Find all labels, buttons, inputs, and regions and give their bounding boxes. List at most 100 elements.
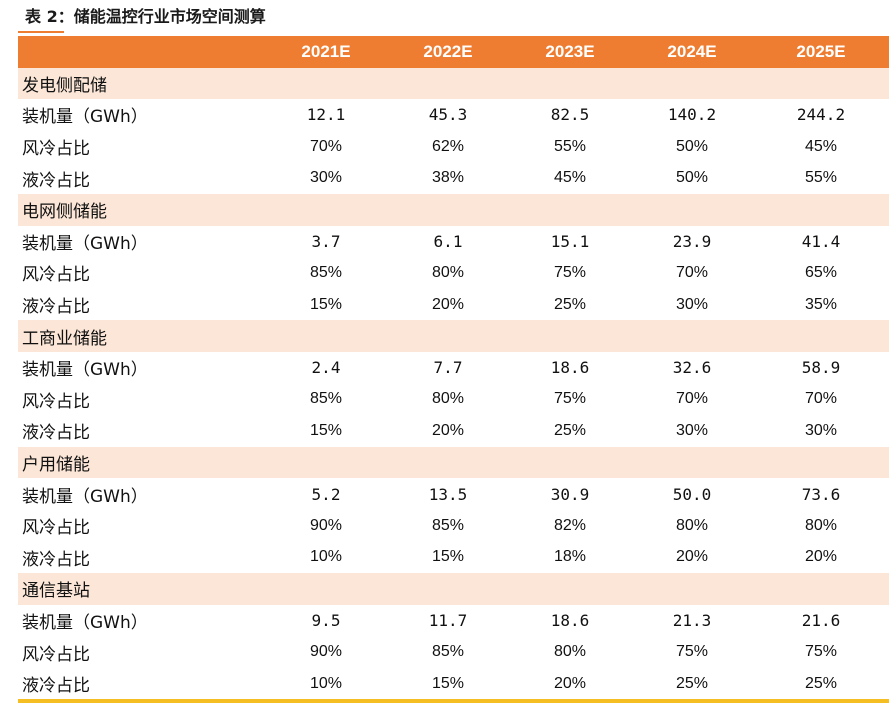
table-row: 液冷占比 30% 38% 45% 50% 55% (18, 162, 889, 194)
value-cell: 18.6 (550, 610, 590, 630)
value-cell: 80% (553, 643, 587, 661)
header-label-cell (18, 36, 265, 68)
row-label: 液冷占比 (22, 423, 90, 444)
value-cell: 20% (804, 548, 838, 566)
value-cell: 55% (804, 169, 838, 187)
value-cell: 7.7 (433, 358, 463, 378)
row-label: 风冷占比 (22, 518, 90, 539)
value-cell: 65% (804, 263, 838, 281)
table-caption: 表 2：储能温控行业市场空间测算 (25, 7, 266, 26)
row-label: 装机量（GWh） (22, 360, 148, 381)
table-row: 液冷占比 15% 20% 25% 30% 30% (18, 415, 889, 447)
value-cell: 70% (675, 263, 709, 281)
value-cell: 6.1 (433, 231, 463, 251)
value-cell: 25% (553, 295, 587, 313)
value-cell: 75% (804, 643, 838, 661)
row-label: 风冷占比 (22, 644, 90, 665)
table-row: 风冷占比 90% 85% 82% 80% 80% (18, 510, 889, 542)
value-cell: 18% (553, 548, 587, 566)
row-label: 液冷占比 (22, 549, 90, 570)
value-cell: 73.6 (801, 484, 841, 504)
table-bottom-rule (18, 699, 889, 703)
value-cell: 50% (675, 169, 709, 187)
value-cell: 70% (804, 390, 838, 408)
category-label: 户用储能 (18, 446, 889, 479)
row-label: 液冷占比 (22, 170, 90, 191)
value-cell: 32.6 (672, 358, 712, 378)
value-cell: 38% (431, 169, 465, 187)
value-cell: 82.5 (550, 105, 590, 125)
value-cell: 45% (804, 137, 838, 155)
value-cell: 30% (675, 421, 709, 439)
value-cell: 55% (553, 137, 587, 155)
column-header: 2023E (509, 36, 631, 68)
category-label: 工商业储能 (18, 320, 889, 352)
value-cell: 18.6 (550, 358, 590, 378)
caption-underline (18, 31, 64, 33)
value-cell: 80% (431, 390, 465, 408)
value-cell: 45% (553, 169, 587, 187)
value-cell: 23.9 (672, 231, 712, 251)
value-cell: 20% (431, 421, 465, 439)
table-row: 风冷占比 85% 80% 75% 70% 65% (18, 257, 889, 289)
category-row: 通信基站 (18, 573, 889, 605)
value-cell: 21.3 (672, 610, 712, 630)
value-cell: 244.2 (796, 105, 846, 125)
market-size-table: 2021E 2022E 2023E 2024E 2025E 发电侧配储 装机量（G… (18, 36, 889, 699)
row-label: 液冷占比 (22, 297, 90, 318)
value-cell: 30% (804, 421, 838, 439)
column-header: 2024E (631, 36, 753, 68)
row-label: 风冷占比 (22, 391, 90, 412)
value-cell: 75% (553, 263, 587, 281)
value-cell: 15% (431, 548, 465, 566)
row-label: 装机量（GWh） (22, 486, 148, 507)
category-label: 电网侧储能 (18, 193, 889, 226)
category-label: 发电侧配储 (18, 67, 889, 100)
value-cell: 12.1 (306, 105, 346, 125)
table-body: 发电侧配储装机量（GWh） 12.1 45.3 82.5 140.2 244.2 风冷占比 7… (18, 67, 889, 700)
value-cell: 13.5 (428, 484, 468, 504)
table-row: 风冷占比 90% 85% 80% 75% 75% (18, 636, 889, 668)
table-row: 装机量（GWh） 5.2 13.5 30.9 50.0 73.6 (18, 478, 889, 510)
column-header: 2021E (265, 36, 387, 68)
value-cell: 90% (309, 516, 343, 534)
value-cell: 50.0 (672, 484, 712, 504)
value-cell: 85% (431, 516, 465, 534)
table-row: 装机量（GWh） 9.5 11.7 18.6 21.3 21.6 (18, 605, 889, 637)
category-row: 电网侧储能 (18, 193, 889, 226)
value-cell: 80% (431, 263, 465, 281)
table-row: 风冷占比 70% 62% 55% 50% 45% (18, 131, 889, 163)
value-cell: 50% (675, 137, 709, 155)
value-cell: 35% (804, 295, 838, 313)
value-cell: 75% (675, 643, 709, 661)
row-label: 装机量（GWh） (22, 107, 148, 128)
table-row: 液冷占比 15% 20% 25% 30% 35% (18, 289, 889, 321)
value-cell: 70% (675, 390, 709, 408)
value-cell: 140.2 (667, 105, 717, 125)
value-cell: 15% (309, 295, 343, 313)
value-cell: 70% (309, 137, 343, 155)
value-cell: 20% (675, 548, 709, 566)
table-row: 装机量（GWh） 12.1 45.3 82.5 140.2 244.2 (18, 99, 889, 131)
row-label: 风冷占比 (22, 139, 90, 160)
value-cell: 75% (553, 390, 587, 408)
value-cell: 85% (431, 643, 465, 661)
value-cell: 45.3 (428, 105, 468, 125)
value-cell: 80% (675, 516, 709, 534)
value-cell: 10% (309, 674, 343, 692)
column-header: 2022E (387, 36, 509, 68)
category-label: 通信基站 (18, 573, 889, 605)
table-row: 风冷占比 85% 80% 75% 70% 70% (18, 384, 889, 416)
value-cell: 80% (804, 516, 838, 534)
row-label: 风冷占比 (22, 265, 90, 286)
value-cell: 85% (309, 390, 343, 408)
value-cell: 9.5 (311, 610, 341, 630)
value-cell: 85% (309, 263, 343, 281)
value-cell: 10% (309, 548, 343, 566)
value-cell: 2.4 (311, 358, 341, 378)
category-row: 户用储能 (18, 446, 889, 479)
value-cell: 20% (553, 674, 587, 692)
value-cell: 15% (309, 421, 343, 439)
value-cell: 3.7 (311, 231, 341, 251)
